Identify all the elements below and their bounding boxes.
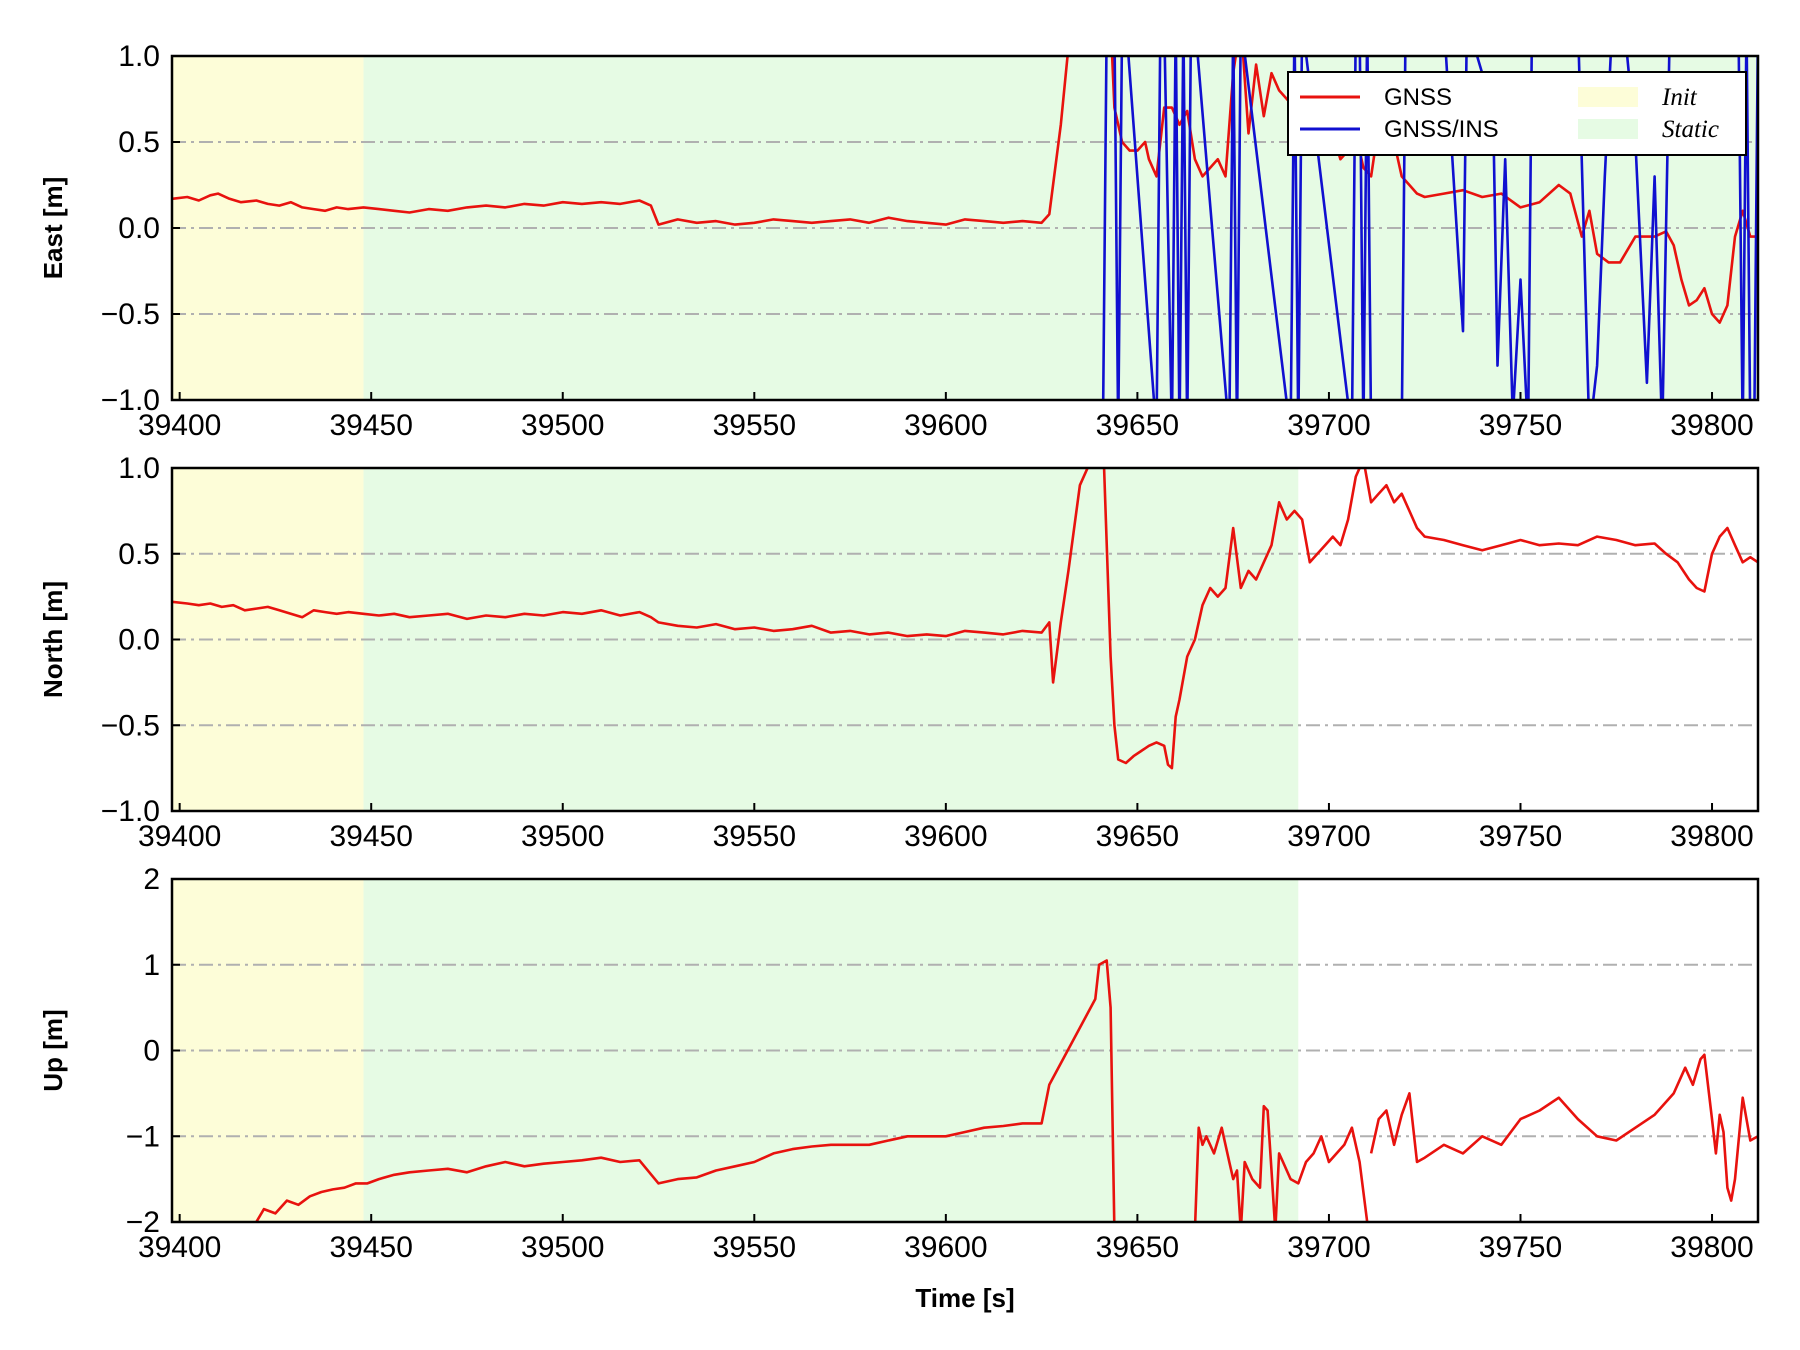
north-xtick-label: 39400 [138, 820, 221, 853]
north-xtick-label: 39650 [1096, 820, 1179, 853]
east-ytick-label: 0.5 [118, 126, 160, 159]
legend-label-init: Init [1661, 84, 1698, 111]
east-xtick-label: 39600 [904, 409, 987, 442]
north-series-gnss [172, 468, 1758, 770]
north-xtick-label: 39800 [1670, 820, 1753, 853]
east-ytick-label: 1.0 [118, 40, 160, 73]
legend-swatch-init [1578, 87, 1638, 107]
up-ytick-label: 0 [143, 1035, 160, 1068]
xlabel: Time [s] [915, 1283, 1014, 1313]
north-xtick-label: 39600 [904, 820, 987, 853]
east-ytick-label: −1.0 [101, 384, 160, 417]
up-xtick-label: 39800 [1670, 1231, 1753, 1264]
east-xtick-label: 39450 [329, 409, 412, 442]
east-xtick-label: 39500 [521, 409, 604, 442]
up-xtick-label: 39750 [1479, 1231, 1562, 1264]
up-xtick-label: 39400 [138, 1231, 221, 1264]
up-ylabel: Up [m] [38, 1009, 68, 1091]
up-xtick-label: 39600 [904, 1231, 987, 1264]
north-xtick-label: 39450 [329, 820, 412, 853]
up-series-gnss [255, 959, 1116, 1222]
north-ytick-label: −1.0 [101, 795, 160, 828]
legend-label-gnss-ins: GNSS/INS [1384, 116, 1499, 143]
east-series-gnss-ins [1101, 56, 1758, 400]
north-xtick-label: 39700 [1287, 820, 1370, 853]
north-ytick-label: 0.5 [118, 538, 160, 571]
east-ytick-label: −0.5 [101, 298, 160, 331]
east-ylabel: East [m] [38, 177, 68, 280]
legend-label-static: Static [1662, 116, 1719, 143]
east-series-gnss [172, 56, 1758, 324]
east-xtick-label: 39700 [1287, 409, 1370, 442]
east-xtick-label: 39400 [138, 409, 221, 442]
up-ytick-label: 1 [143, 949, 160, 982]
up-xtick-label: 39450 [329, 1231, 412, 1264]
east-xtick-label: 39550 [713, 409, 796, 442]
east-ytick-label: 0.0 [118, 212, 160, 245]
up-series-gnss [1369, 1053, 1758, 1202]
legend: GNSS GNSS/INS Init Static [1287, 71, 1747, 156]
up-ytick-label: −2 [126, 1206, 160, 1239]
east-xtick-label: 39750 [1479, 409, 1562, 442]
north-xtick-label: 39550 [713, 820, 796, 853]
up-ytick-label: 2 [143, 863, 160, 896]
up-ytick-label: −1 [126, 1120, 160, 1153]
north-ylabel: North [m] [38, 581, 68, 698]
up-xtick-label: 39550 [713, 1231, 796, 1264]
up-series-gnss [1193, 1104, 1369, 1222]
legend-label-gnss: GNSS [1384, 84, 1452, 111]
north-ytick-label: −0.5 [101, 709, 160, 742]
legend-box [1287, 71, 1747, 156]
north-xtick-label: 39750 [1479, 820, 1562, 853]
east-xtick-label: 39800 [1670, 409, 1753, 442]
north-ytick-label: 0.0 [118, 624, 160, 657]
up-xtick-label: 39650 [1096, 1231, 1179, 1264]
north-ytick-label: 1.0 [118, 452, 160, 485]
up-xtick-label: 39500 [521, 1231, 604, 1264]
north-xtick-label: 39500 [521, 820, 604, 853]
legend-swatch-static [1578, 119, 1638, 139]
up-xtick-label: 39700 [1287, 1231, 1370, 1264]
east-xtick-label: 39650 [1096, 409, 1179, 442]
